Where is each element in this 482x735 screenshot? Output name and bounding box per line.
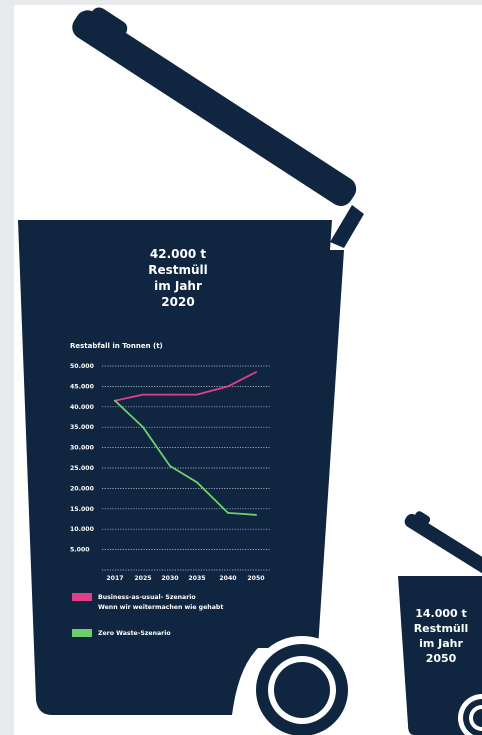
point-business-as-usual: [227, 385, 229, 388]
x-tick-label: 2040: [219, 575, 237, 582]
y-tick-label: 20.000: [70, 485, 95, 492]
point-business-as-usual: [255, 371, 257, 374]
big-bin-title-line-1: 42.000 t: [150, 247, 206, 261]
small-bin-wheel: [458, 694, 482, 735]
y-tick-label: 30.000: [70, 445, 95, 452]
big-bin-title-line-4: 2020: [161, 295, 194, 309]
line-chart: Restabfall in Tonnen (t) 50.000 45.000 40.…: [70, 342, 270, 582]
legend-label-zero-waste: Zero Waste-Szenario: [98, 630, 171, 637]
point-business-as-usual: [196, 393, 198, 396]
legend-swatch-business: [72, 593, 92, 601]
big-bin-title-line-3: im Jahr: [154, 279, 202, 293]
big-bin-lid: [72, 7, 357, 207]
point-zero-waste: [196, 481, 198, 484]
point-business-as-usual: [169, 393, 171, 396]
y-tick-label: 15.000: [70, 506, 95, 513]
small-bin-title-line-4: 2050: [426, 652, 457, 665]
y-axis-ticks: 50.000 45.000 40.000 35.000 30.000 25.000 20.0…: [70, 363, 95, 554]
small-bin: 14.000 t Restmüll im Jahr 2050: [398, 511, 482, 735]
chart-title: Restabfall in Tonnen (t): [70, 342, 163, 350]
point-zero-waste: [142, 426, 144, 429]
small-bin-title-line-3: im Jahr: [419, 637, 463, 650]
chart-series: [114, 371, 257, 516]
x-tick-label: 2035: [188, 575, 205, 582]
chart-grid: [102, 365, 270, 571]
legend-label-business-line-1: Business-as-usual- Szenario: [98, 594, 196, 601]
point-zero-waste: [114, 399, 116, 402]
y-tick-label: 25.000: [70, 465, 95, 472]
big-bin: 42.000 t Restmüll im Jahr 2020: [18, 7, 364, 735]
big-bin-wheel: [248, 636, 356, 735]
series-line-zero-waste: [114, 399, 257, 516]
big-bin-title-line-2: Restmüll: [148, 263, 208, 277]
x-tick-label: 2030: [161, 575, 179, 582]
top-frame-strip: [0, 0, 482, 5]
legend-label-business-line-2: Wenn wir weitermachen wie gehabt: [98, 604, 223, 611]
x-tick-label: 2050: [247, 575, 265, 582]
legend-swatch-zero-waste: [72, 629, 92, 637]
x-axis-ticks: 2017 2025 2030 2035 2040 2050: [106, 575, 265, 582]
small-bin-lid: [404, 511, 482, 585]
left-frame-strip: [0, 0, 14, 735]
x-tick-label: 2017: [106, 575, 123, 582]
series-line-business-as-usual: [114, 371, 257, 402]
point-zero-waste: [255, 514, 257, 516]
x-tick-label: 2025: [134, 575, 151, 582]
chart-legend: Business-as-usual- Szenario Wenn wir wei…: [72, 593, 223, 637]
y-tick-label: 50.000: [70, 363, 95, 370]
big-bin-body: [18, 220, 344, 715]
y-tick-label: 45.000: [70, 383, 95, 390]
y-tick-label: 10.000: [70, 526, 95, 533]
small-bin-title-line-2: Restmüll: [414, 622, 469, 635]
y-tick-label: 35.000: [70, 424, 95, 431]
small-bin-title-line-1: 14.000 t: [415, 607, 467, 620]
y-tick-label: 40.000: [70, 404, 95, 411]
point-zero-waste: [227, 511, 229, 514]
big-bin-hinge: [330, 205, 364, 248]
y-tick-label: 5.000: [70, 547, 90, 554]
small-bin-body: [398, 576, 482, 735]
point-zero-waste: [169, 465, 171, 467]
point-business-as-usual: [142, 393, 144, 396]
